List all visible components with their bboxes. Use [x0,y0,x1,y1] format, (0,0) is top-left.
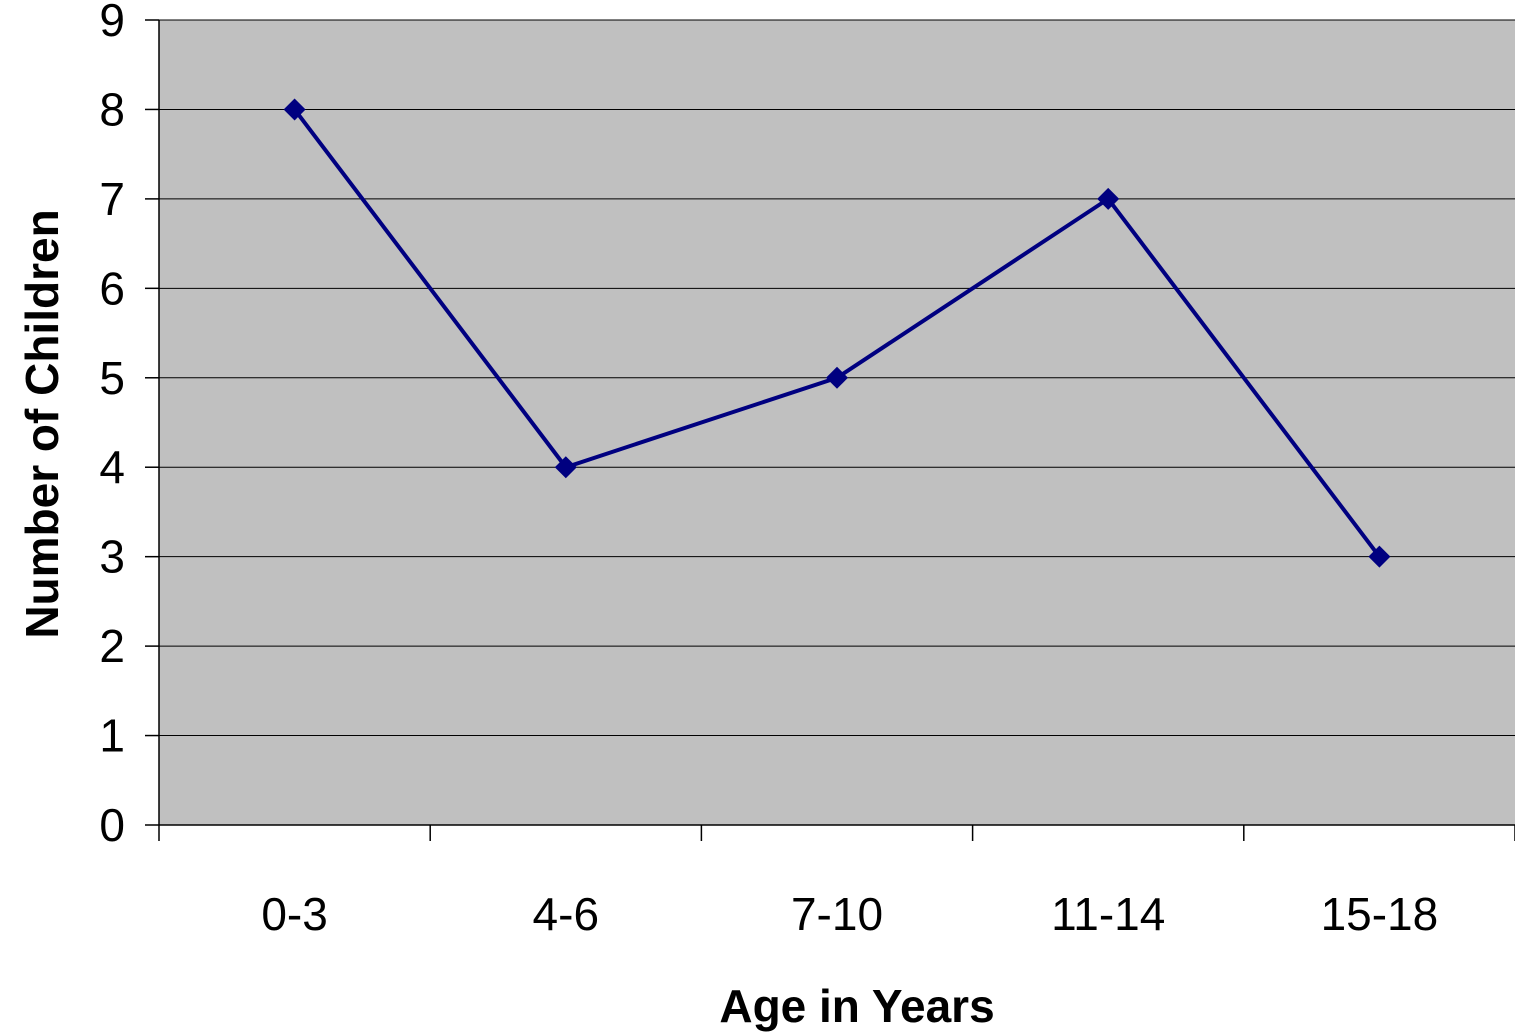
y-tick-label: 2 [99,620,125,672]
x-tick-label: 11-14 [1051,888,1165,940]
y-tick-label: 9 [99,0,125,46]
y-axis-title: Number of Children [16,209,68,638]
data-point-marker [826,366,848,389]
x-tick-label: 0-3 [261,888,327,940]
y-tick-label: 7 [99,173,125,225]
y-tick-label: 0 [99,799,125,851]
y-axis: 0 1 2 3 4 5 6 7 8 9 [99,0,160,851]
x-axis-title: Age in Years [719,980,994,1032]
x-tick-label: 7-10 [791,888,883,940]
y-tick-label: 4 [99,441,125,493]
data-point-marker [554,456,577,479]
data-point-marker [283,98,306,121]
y-tick-label: 8 [99,83,125,135]
y-tick-label: 1 [99,710,125,762]
y-tick-label: 6 [99,262,125,314]
plot-area [159,20,1515,825]
y-tick-label: 3 [99,531,125,583]
x-tick-label: 4-6 [533,888,599,940]
y-tick-label: 5 [99,352,125,404]
x-axis: 0-3 4-6 7-10 11-14 15-18 [158,824,1515,940]
series-group [283,98,1391,568]
x-tick-label: 15-18 [1321,888,1439,940]
data-point-marker [1097,187,1120,210]
data-point-marker [1368,545,1391,568]
